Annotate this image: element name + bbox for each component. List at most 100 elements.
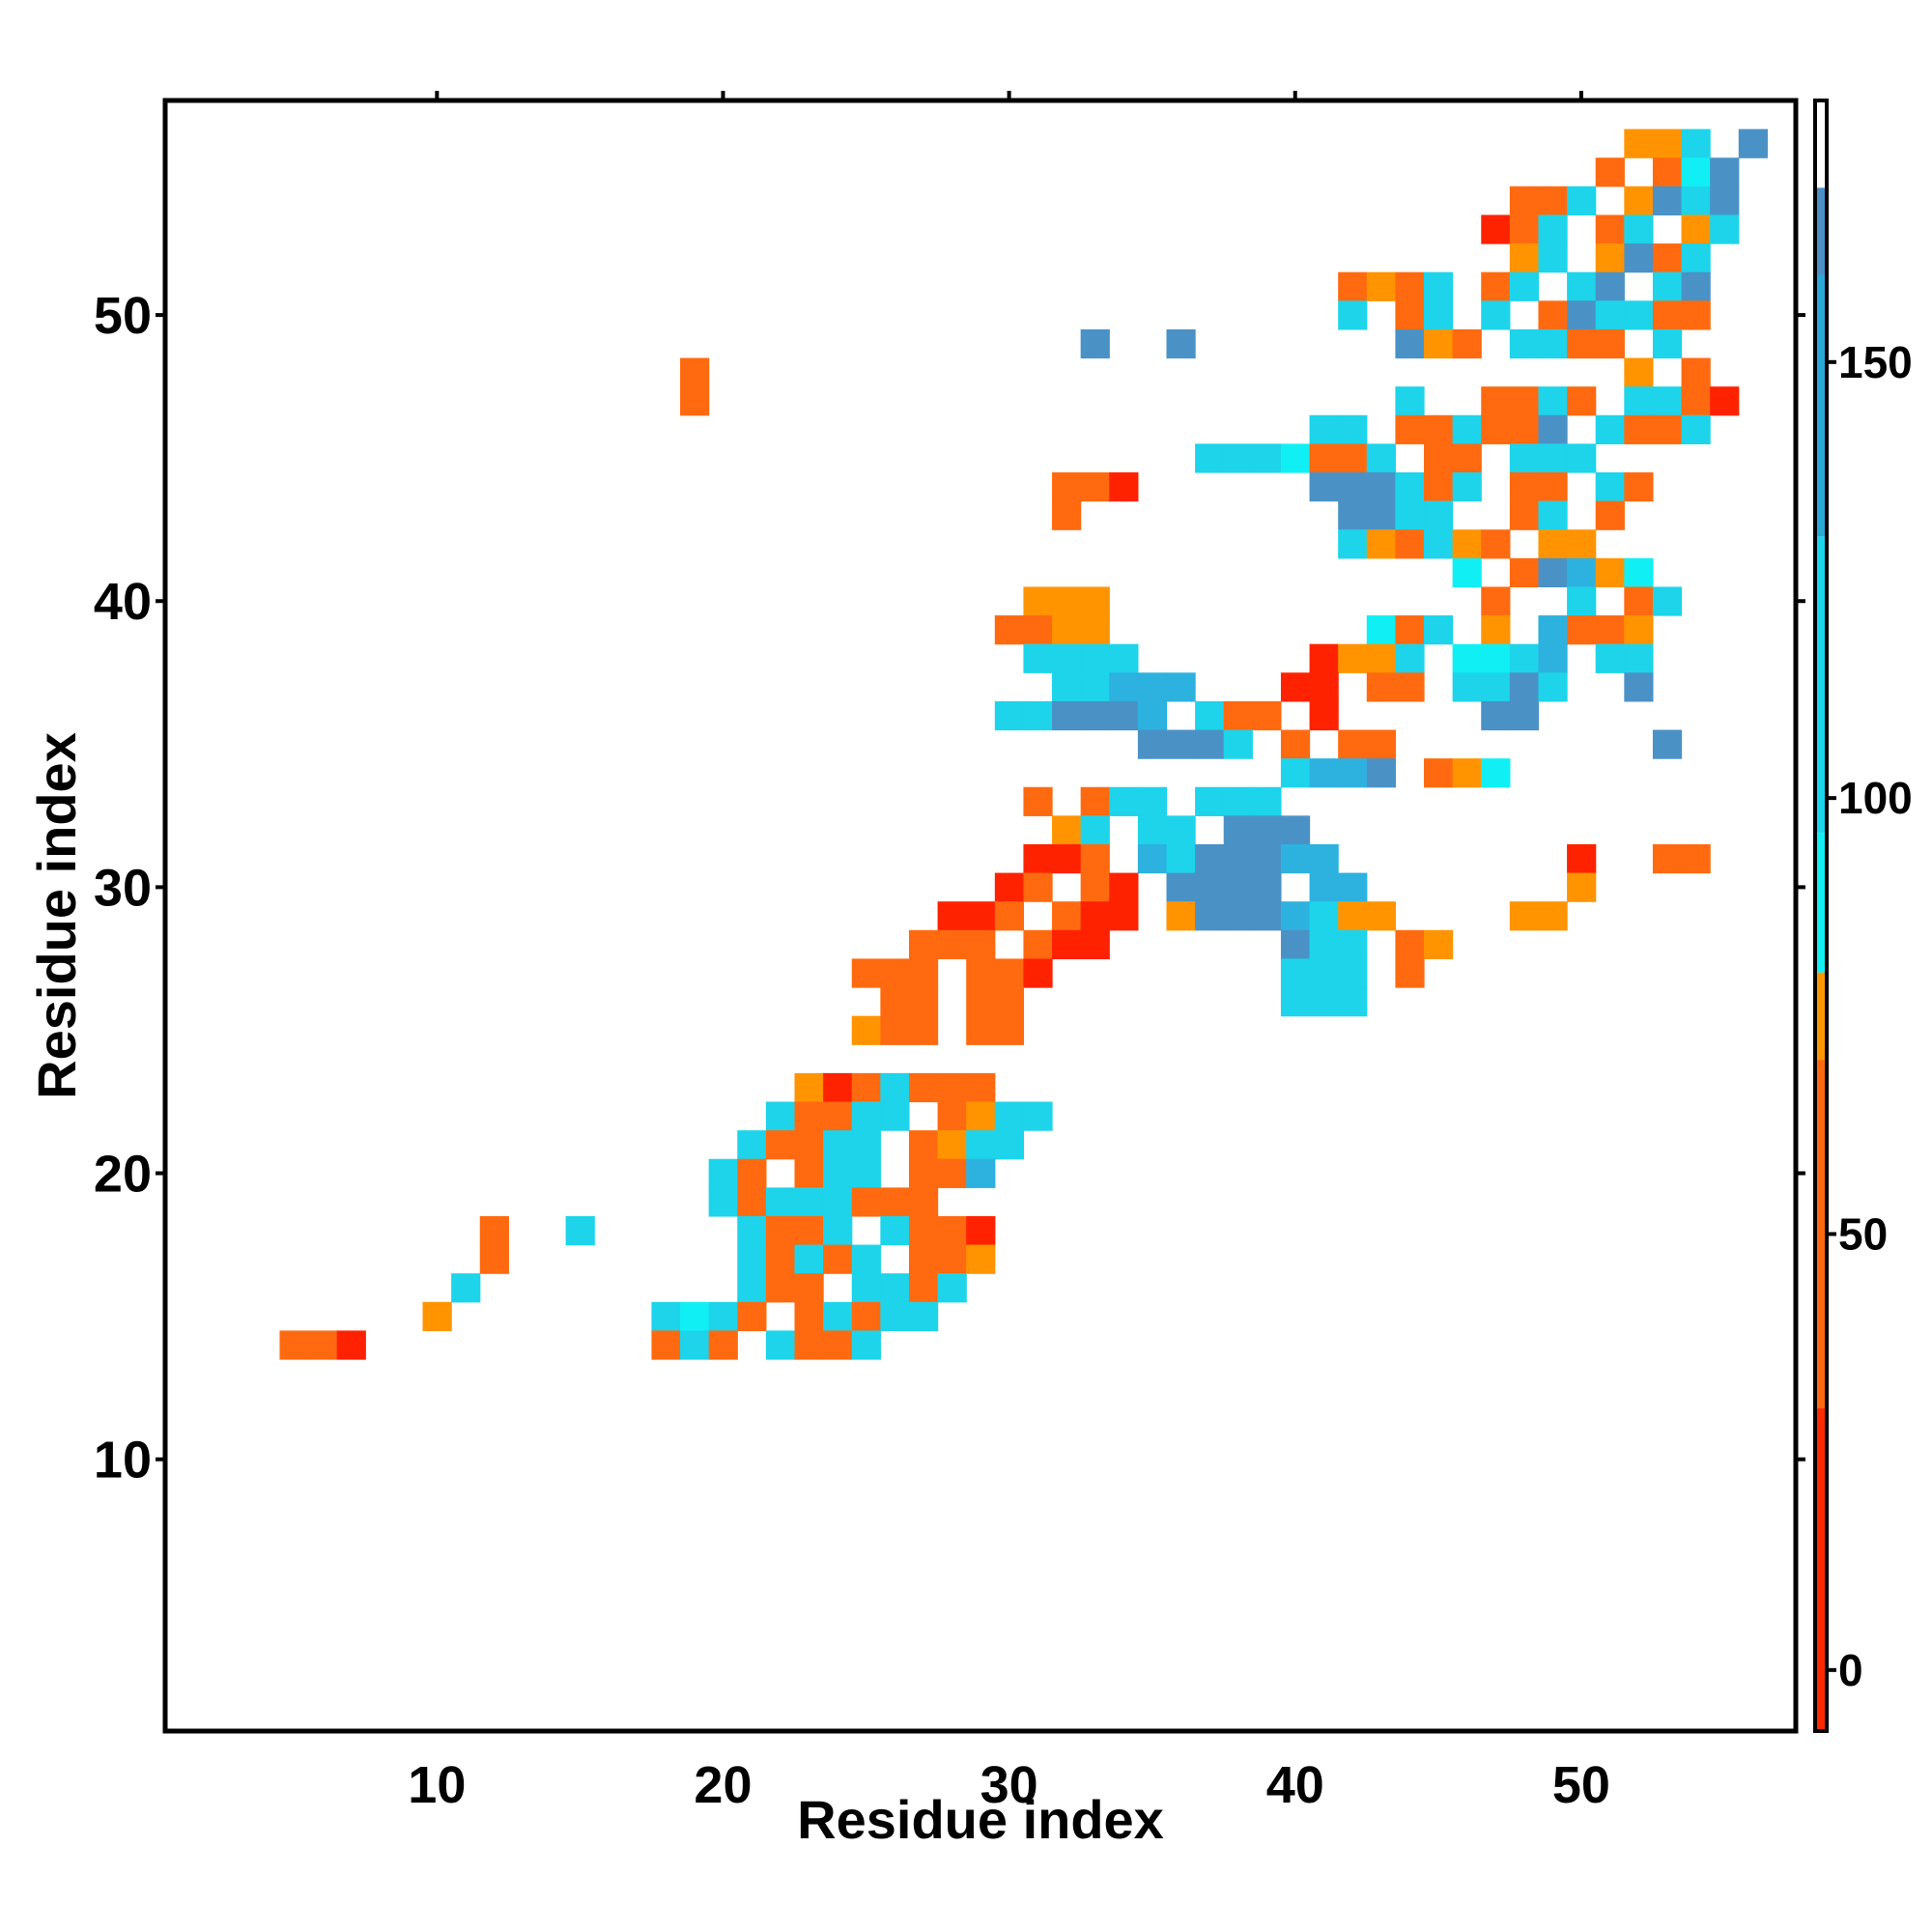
heatmap-cell	[1395, 643, 1425, 673]
heatmap-cell	[708, 1158, 738, 1188]
heatmap-cell	[937, 1072, 967, 1103]
heatmap-cell	[1509, 328, 1540, 359]
heatmap-cell	[1223, 815, 1253, 845]
heatmap-cell	[1595, 157, 1625, 187]
heatmap-cell	[908, 1215, 939, 1246]
heatmap-cell	[1509, 185, 1540, 216]
heatmap-cell	[823, 1301, 853, 1331]
heatmap-cell	[1538, 500, 1568, 530]
heatmap-cell	[1481, 529, 1511, 559]
heatmap-cell	[708, 1301, 738, 1331]
heatmap-cell	[1567, 872, 1597, 902]
heatmap-cell	[1424, 471, 1454, 502]
heatmap-cell	[1280, 758, 1311, 788]
colorbar-tick-label: 50	[1838, 1208, 1888, 1259]
heatmap-cell	[1567, 328, 1597, 359]
heatmap-cell	[851, 1330, 881, 1360]
heatmap-cell	[851, 1072, 881, 1103]
heatmap-cell	[1366, 643, 1396, 673]
heatmap-cell	[1538, 414, 1568, 444]
heatmap-cell	[823, 1158, 853, 1188]
heatmap-cell	[1395, 328, 1425, 359]
heatmap-cell	[765, 1130, 796, 1160]
heatmap-cell	[1567, 300, 1597, 330]
heatmap-cell	[651, 1301, 681, 1331]
colorbar-tick-label: 100	[1838, 773, 1913, 823]
heatmap-cell	[1595, 243, 1625, 273]
heatmap-cell	[908, 987, 939, 1017]
heatmap-cell	[908, 1273, 939, 1303]
heatmap-cell	[1252, 843, 1282, 874]
heatmap-cell	[765, 1187, 796, 1217]
heatmap-cell	[794, 1215, 824, 1246]
heatmap-cell	[994, 1101, 1025, 1131]
heatmap-cell	[765, 1244, 796, 1274]
heatmap-cell	[1223, 872, 1253, 902]
heatmap-cell	[794, 1072, 824, 1103]
heatmap-cell	[1309, 700, 1339, 731]
heatmap-cell	[908, 1130, 939, 1160]
heatmap-cell	[1738, 128, 1768, 158]
heatmap-cell	[422, 1301, 452, 1331]
heatmap-cell	[794, 1244, 824, 1274]
heatmap-cell	[1052, 471, 1082, 502]
heatmap-cell	[1509, 557, 1540, 588]
heatmap-cell	[1052, 815, 1082, 845]
heatmap-cell	[708, 1187, 738, 1217]
heatmap-cell	[1509, 386, 1540, 416]
heatmap-cell	[1624, 185, 1654, 216]
heatmap-cell	[823, 1187, 853, 1217]
heatmap-cell	[1052, 615, 1082, 645]
heatmap-cell	[1538, 672, 1568, 702]
heatmap-cell	[1567, 271, 1597, 301]
heatmap-cell	[308, 1330, 338, 1360]
heatmap-cell	[1538, 185, 1568, 216]
heatmap-cell	[994, 1130, 1025, 1160]
heatmap-cell	[1452, 672, 1482, 702]
heatmap-cell	[1080, 643, 1110, 673]
heatmap-cell	[1052, 672, 1082, 702]
heatmap-cell	[1567, 185, 1597, 216]
heatmap-cell	[1624, 214, 1654, 244]
heatmap-cell	[1166, 843, 1196, 874]
heatmap-cell	[823, 1330, 853, 1360]
heatmap-cell	[1280, 672, 1311, 702]
heatmap-cell	[966, 1101, 996, 1131]
heatmap-cell	[1424, 758, 1454, 788]
heatmap-cell	[1080, 901, 1110, 931]
heatmap-cell	[1366, 500, 1396, 530]
y-tick-label: 30	[94, 859, 152, 917]
heatmap-cell	[937, 1101, 967, 1131]
heatmap-cell	[1681, 357, 1711, 387]
heatmap-cell	[994, 872, 1025, 902]
heatmap-cell	[1109, 672, 1139, 702]
heatmap-cell	[966, 1072, 996, 1103]
heatmap-cell	[966, 1130, 996, 1160]
heatmap-cell	[1395, 929, 1425, 960]
heatmap-cell	[651, 1330, 681, 1360]
heatmap-cell	[336, 1330, 366, 1360]
heatmap-cell	[1280, 958, 1311, 988]
heatmap-cell	[851, 1273, 881, 1303]
heatmap-cell	[794, 1187, 824, 1217]
heatmap-cell	[1538, 557, 1568, 588]
heatmap-cell	[1538, 328, 1568, 359]
heatmap-cell	[1452, 471, 1482, 502]
heatmap-cell	[1452, 557, 1482, 588]
heatmap-cell	[1567, 843, 1597, 874]
heatmap-cell	[1652, 300, 1683, 330]
heatmap-cell	[1309, 929, 1339, 960]
heatmap-cell	[823, 1101, 853, 1131]
heatmap-cell	[1366, 443, 1396, 473]
heatmap-cell	[1338, 529, 1368, 559]
heatmap-cell	[1223, 700, 1253, 731]
heatmap-cell	[1023, 700, 1053, 731]
heatmap-cell	[1509, 672, 1540, 702]
heatmap-cell	[1624, 357, 1654, 387]
heatmap-cell	[1538, 615, 1568, 645]
heatmap-cell	[1195, 443, 1225, 473]
heatmap-cell	[1080, 786, 1110, 816]
heatmap-cell	[1652, 157, 1683, 187]
heatmap-cell	[1166, 815, 1196, 845]
